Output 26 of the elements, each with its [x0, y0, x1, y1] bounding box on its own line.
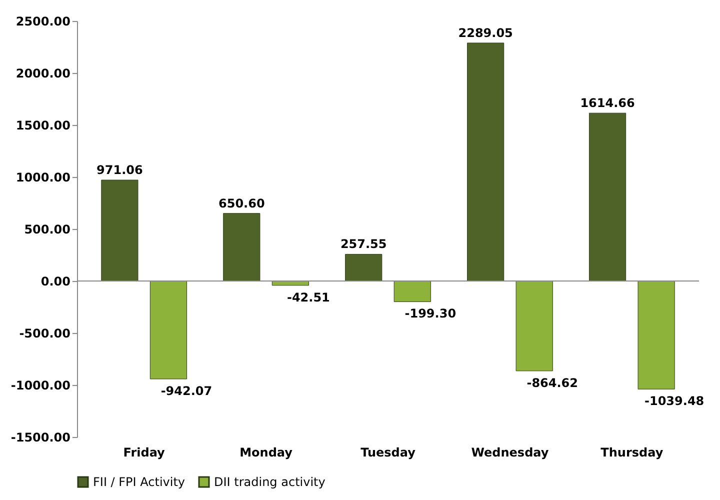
- data-label: -942.07: [160, 384, 212, 398]
- x-tick-label: Thursday: [600, 446, 664, 460]
- y-tick-label: 2000.00: [16, 66, 70, 80]
- y-tick-label: -1500.00: [10, 430, 70, 444]
- data-label: 2289.05: [458, 26, 513, 40]
- data-label: 971.06: [96, 163, 143, 178]
- legend-label: DII trading activity: [214, 475, 326, 489]
- y-tick-label: 1000.00: [16, 170, 70, 184]
- y-tick-label: 2500.00: [16, 14, 70, 28]
- y-tick-label: -500.00: [19, 326, 70, 340]
- data-label: -199.30: [404, 306, 456, 321]
- data-label: 650.60: [218, 196, 265, 210]
- data-label: 257.55: [340, 237, 387, 252]
- y-tick-label: -1000.00: [10, 378, 70, 392]
- data-label: -42.51: [286, 290, 330, 304]
- data-label: -1039.48: [644, 394, 704, 408]
- x-tick-label: Friday: [123, 446, 166, 460]
- x-tick-label: Tuesday: [360, 446, 416, 460]
- y-tick-label: 500.00: [24, 222, 70, 236]
- y-tick-label: 0.00: [40, 274, 70, 288]
- y-tick-label: 1500.00: [16, 118, 70, 132]
- legend-label: FII / FPI Activity: [93, 475, 186, 489]
- data-label: 1614.66: [580, 96, 635, 110]
- x-tick-label: Wednesday: [471, 446, 549, 460]
- data-label: -864.62: [526, 376, 578, 390]
- x-tick-label: Monday: [240, 446, 293, 460]
